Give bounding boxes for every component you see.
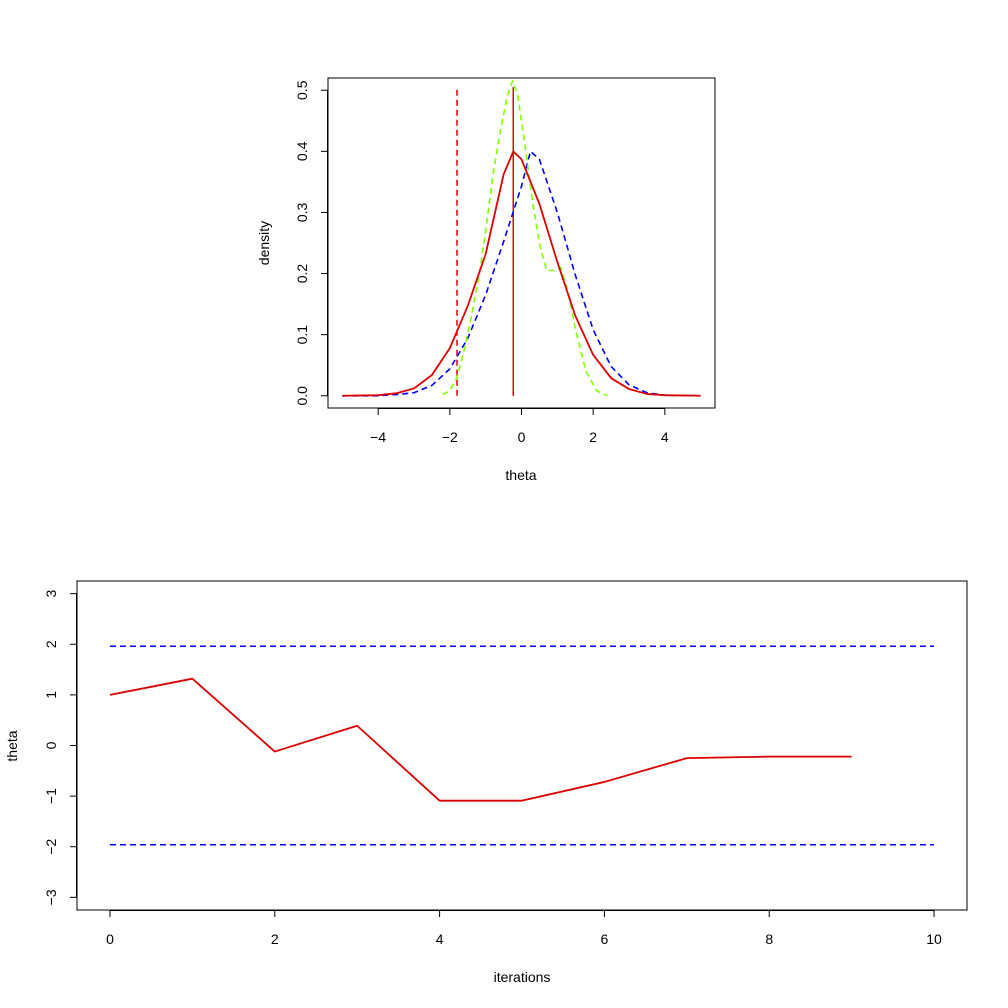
density-x-tick-label: −4	[370, 429, 386, 445]
density-series-line-1	[442, 80, 608, 397]
trace-series-line-0	[109, 677, 852, 802]
density-panel: −4 −2 0 2 4 0.0 0.1 0.2 0.3 0.4 0.5 theta density	[256, 77, 716, 483]
trace-y-axis: −3 −2 −1 0 1 2 3	[43, 590, 77, 905]
density-y-axis: 0.0 0.1 0.2 0.3 0.4 0.5	[294, 80, 328, 406]
density-x-tick-label: 4	[661, 429, 669, 445]
trace-panel: 0 2 4 6 8 10 −3 −2 −1 0 1 2 3 iterations theta	[4, 580, 968, 985]
trace-x-tick-label: 4	[436, 931, 444, 947]
trace-y-tick-label: −3	[43, 889, 59, 905]
trace-y-tick-label: 2	[43, 640, 59, 648]
trace-y-tick-label: 0	[43, 741, 59, 749]
trace-x-tick-label: 8	[765, 931, 773, 947]
density-y-tick-label: 0.5	[294, 80, 310, 100]
density-x-axis-title: theta	[505, 467, 536, 483]
trace-x-axis: 0 2 4 6 8 10	[106, 910, 942, 947]
density-x-axis: −4 −2 0 2 4	[370, 408, 669, 445]
density-plot-frame	[327, 77, 716, 409]
trace-x-axis-title: iterations	[494, 969, 551, 985]
density-x-tick-label: 2	[589, 429, 597, 445]
density-y-tick-label: 0.1	[294, 325, 310, 345]
trace-y-axis-title: theta	[4, 730, 20, 761]
density-series-group	[342, 80, 701, 397]
trace-y-tick-label: 3	[43, 590, 59, 598]
trace-y-tick-label: 1	[43, 691, 59, 699]
trace-x-tick-label: 0	[106, 931, 114, 947]
density-y-tick-label: 0.0	[294, 386, 310, 406]
density-y-axis-title: density	[256, 221, 272, 265]
density-series-line-0	[342, 150, 701, 397]
density-y-tick-label: 0.4	[294, 141, 310, 161]
density-y-tick-label: 0.3	[294, 203, 310, 223]
trace-series-group	[109, 645, 935, 846]
trace-x-tick-label: 10	[926, 931, 942, 947]
density-x-tick-label: −2	[442, 429, 458, 445]
trace-x-tick-label: 6	[601, 931, 609, 947]
trace-y-tick-label: −2	[43, 839, 59, 855]
trace-plot-frame	[76, 580, 968, 911]
density-series-line-2	[342, 150, 701, 397]
density-y-tick-label: 0.2	[294, 264, 310, 284]
trace-x-tick-label: 2	[271, 931, 279, 947]
trace-y-tick-label: −1	[43, 788, 59, 804]
density-x-tick-label: 0	[518, 429, 526, 445]
